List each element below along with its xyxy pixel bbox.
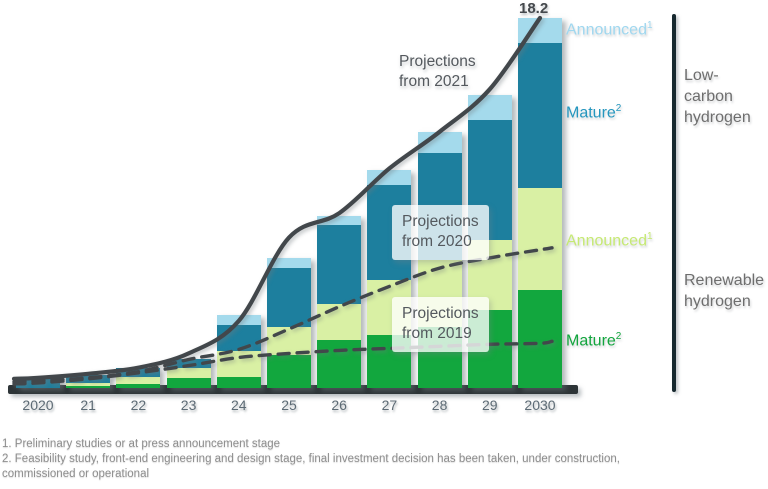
x-tick-27: 27 — [381, 397, 398, 413]
x-tick-22: 22 — [130, 397, 147, 413]
bar-23 — [166, 358, 211, 388]
x-tick-2030: 2030 — [524, 397, 556, 413]
bar-segment-mature-renewable — [116, 383, 161, 388]
x-tick-2020: 2020 — [22, 397, 54, 413]
renewable-hydrogen-label: Renewable hydrogen — [684, 272, 765, 310]
x-tick-26: 26 — [331, 397, 347, 413]
bar-segment-mature-low-carbon — [518, 43, 562, 188]
bar-segment-announced-renewable — [216, 351, 261, 377]
bar-segment-mature-low-carbon — [317, 225, 362, 304]
bar-segment-mature-low-carbon — [216, 324, 261, 352]
legend-text: Mature — [566, 104, 616, 122]
line-projections-from-2019 — [12, 339, 554, 386]
bar-segment-mature-low-carbon — [166, 358, 211, 368]
legend-superscript: 2 — [615, 103, 622, 114]
x-tick-21: 21 — [80, 397, 96, 413]
bar-25 — [267, 257, 311, 388]
bar-26 — [317, 216, 362, 388]
bar-segment-mature-renewable — [216, 376, 261, 388]
projections-2019-label: Projections from 2019 — [392, 297, 489, 352]
footnote-line: commissioned or operational — [2, 468, 150, 480]
line-projections-from-2020 — [12, 246, 554, 384]
x-tick-28: 28 — [431, 397, 448, 413]
bar-segment-mature-low-carbon — [267, 268, 311, 327]
bar-segment-announced-renewable — [317, 303, 362, 341]
legend-text: Mature — [566, 332, 616, 350]
legend-text: Announced — [566, 21, 647, 39]
bar-segment-announced-renewable — [518, 187, 562, 291]
legend-superscript: 1 — [646, 231, 653, 242]
legend-label-announced-2: Announced1 — [566, 231, 653, 250]
bar-segment-announced-renewable — [66, 382, 111, 386]
bar-segment-mature-renewable — [66, 385, 111, 388]
x-axis-line — [8, 385, 578, 394]
line-projections-from-2021 — [11, 15, 543, 381]
legend-superscript: 1 — [646, 20, 653, 31]
bar-segment-announced-renewable — [116, 376, 161, 384]
footnotes: 1. Preliminary studies or at press annou… — [2, 437, 620, 482]
x-tick-24: 24 — [231, 397, 247, 413]
bar-segment-mature-renewable — [267, 355, 311, 388]
x-tick-23: 23 — [180, 397, 197, 413]
legend-label-mature-3: Mature2 — [566, 331, 621, 350]
legend-label-mature-1: Mature2 — [566, 103, 621, 122]
bar-segment-announced-low-carbon — [417, 131, 462, 154]
bar-2030 — [518, 18, 562, 388]
projections-2021-label: Projections from 2021 — [399, 53, 476, 91]
bar-segment-mature-renewable — [166, 377, 211, 388]
legend-text: Announced — [566, 232, 647, 250]
bar-segment-announced-low-carbon — [267, 257, 311, 269]
bar-segment-announced-low-carbon — [467, 95, 512, 120]
projections-2020-label: Projections from 2020 — [392, 205, 489, 260]
x-tick-25: 25 — [281, 397, 297, 413]
footnote-line: 2. Feasibility study, front-end engineer… — [2, 453, 620, 465]
bar-segment-announced-renewable — [267, 326, 311, 356]
low-carbon-hydrogen-label: Low- carbon hydrogen — [684, 67, 751, 126]
legend-superscript: 2 — [615, 331, 622, 342]
bar-segment-announced-low-carbon — [367, 170, 412, 185]
category-bracket-line — [672, 14, 676, 392]
footnote-line: 1. Preliminary studies or at press annou… — [2, 438, 281, 450]
peak-value-label: 18.2 — [519, 0, 549, 17]
bar-segment-announced-low-carbon — [317, 216, 362, 226]
x-tick-29: 29 — [482, 397, 498, 413]
bar-segment-announced-renewable — [166, 367, 211, 378]
bar-segment-mature-renewable — [518, 290, 562, 388]
legend-label-announced-0: Announced1 — [566, 20, 653, 39]
